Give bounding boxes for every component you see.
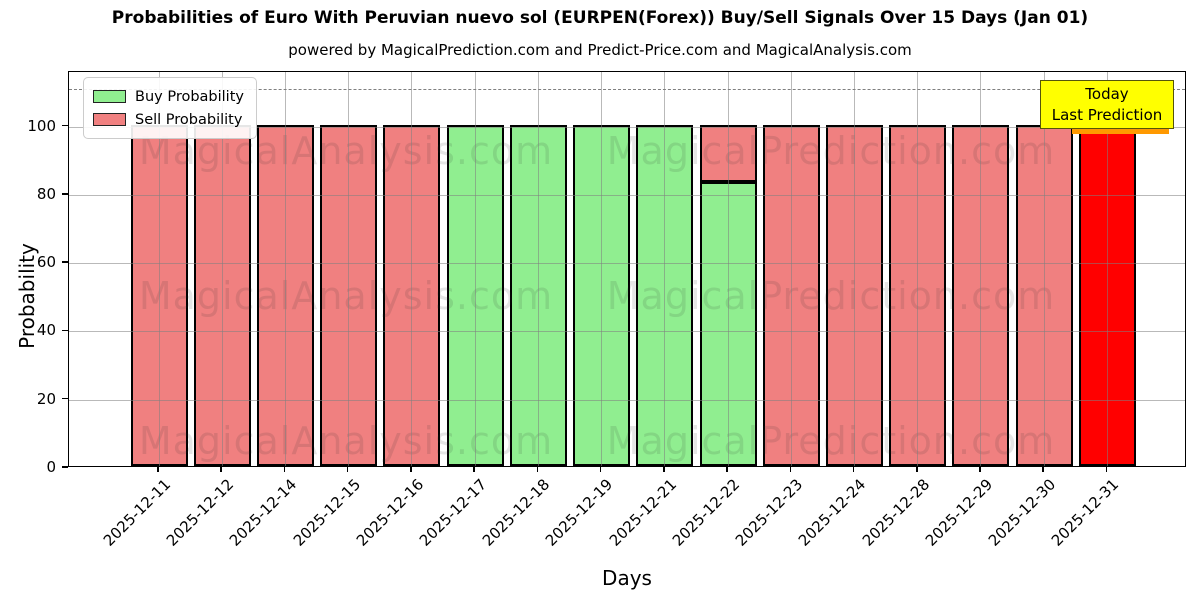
today-annotation-shadow [1072,125,1169,134]
gridline-vertical [854,72,856,466]
plot-area: MagicalAnalysis.com MagicalPrediction.com… [68,71,1186,467]
x-tick-label: 2025-12-30 [984,475,1060,550]
x-tick-mark [599,467,602,472]
legend-label-sell: Sell Probability [135,111,243,128]
y-tick-mark [62,193,68,195]
x-tick-mark [852,467,855,472]
gridline-horizontal [69,399,1185,401]
x-tick-label: 2025-12-24 [795,475,870,550]
y-tick-label: 40 [36,321,56,340]
x-tick-label: 2025-12-11 [99,475,175,550]
x-tick-label: 2025-12-15 [289,475,364,550]
x-tick-label: 2025-12-16 [352,475,427,550]
gridline-vertical [1106,72,1108,466]
y-tick-mark [62,329,68,332]
x-tick-mark [283,467,286,472]
gridline-vertical [1043,72,1045,466]
legend-row-sell: Sell Probability [93,108,244,131]
gridline-vertical [727,72,729,466]
x-tick-label: 2025-12-29 [921,475,997,550]
x-tick-mark [220,467,222,472]
x-tick-mark [1042,467,1044,472]
gridline-vertical [411,72,413,466]
gridline-horizontal [69,126,1185,128]
sell-swatch-icon [93,113,126,126]
y-axis-label: Probability [15,243,39,349]
y-tick-label: 100 [27,116,56,135]
legend-row-buy: Buy Probability [93,85,244,108]
watermark-text: MagicalPrediction.com [606,129,1056,173]
x-tick-mark [789,467,792,472]
x-tick-label: 2025-12-21 [605,475,680,550]
buy-swatch-icon [93,90,126,103]
gridline-vertical [664,72,666,466]
x-tick-label: 2025-12-17 [415,475,491,550]
x-tick-label: 2025-12-18 [479,475,554,550]
x-tick-mark [979,467,981,472]
x-tick-label: 2025-12-23 [731,475,807,550]
y-tick-mark [62,261,68,263]
chart-subtitle: powered by MagicalPrediction.com and Pre… [288,41,912,59]
gridline-vertical [158,72,160,466]
x-tick-label: 2025-12-28 [858,475,933,550]
x-tick-mark [536,467,539,472]
watermark-text: MagicalPrediction.com [606,419,1056,463]
watermark-text: MagicalPrediction.com [606,274,1056,318]
x-tick-mark [1105,467,1108,472]
x-tick-mark [663,467,665,472]
legend-label-buy: Buy Probability [135,88,244,105]
gridline-horizontal [69,194,1185,196]
legend: Buy Probability Sell Probability [83,77,257,139]
x-tick-label: 2025-12-19 [542,475,617,550]
gridline-vertical [917,72,919,466]
gridline-vertical [284,72,286,466]
x-tick-mark [473,467,475,472]
x-tick-label: 2025-12-31 [1048,475,1123,550]
x-axis-label: Days [602,566,652,590]
gridline-vertical [790,72,792,466]
gridline-vertical [221,72,223,466]
x-tick-mark [157,467,159,472]
y-tick-label: 60 [36,253,56,272]
today-annotation-line2: Last Prediction [1051,105,1163,124]
x-tick-label: 2025-12-22 [668,475,744,550]
y-tick-label: 80 [36,184,56,203]
x-tick-label: 2025-12-12 [162,475,238,550]
y-tick-label: 0 [46,458,56,476]
dashed-threshold-line [69,89,1185,91]
y-tick-mark [62,397,68,400]
watermark-text: MagicalAnalysis.com [138,274,554,318]
watermark-text: MagicalAnalysis.com [138,419,554,463]
x-tick-mark [346,467,349,472]
gridline-vertical [980,72,982,466]
x-tick-mark [916,467,918,472]
gridline-vertical [474,72,476,466]
x-tick-mark [726,467,728,472]
chart-title: Probabilities of Euro With Peruvian nuev… [111,8,1089,28]
gridline-horizontal [69,263,1185,265]
y-tick-mark [62,466,68,468]
today-annotation-line1: Today [1085,84,1129,103]
gridline-horizontal [69,331,1185,333]
y-tick-mark [62,124,68,127]
gridline-vertical [537,72,539,466]
x-tick-mark [410,467,412,472]
y-tick-label: 20 [36,389,56,408]
gridline-vertical [601,72,603,466]
gridline-vertical [348,72,350,466]
x-tick-label: 2025-12-14 [226,475,301,550]
today-annotation: Today Last Prediction [1040,80,1174,129]
